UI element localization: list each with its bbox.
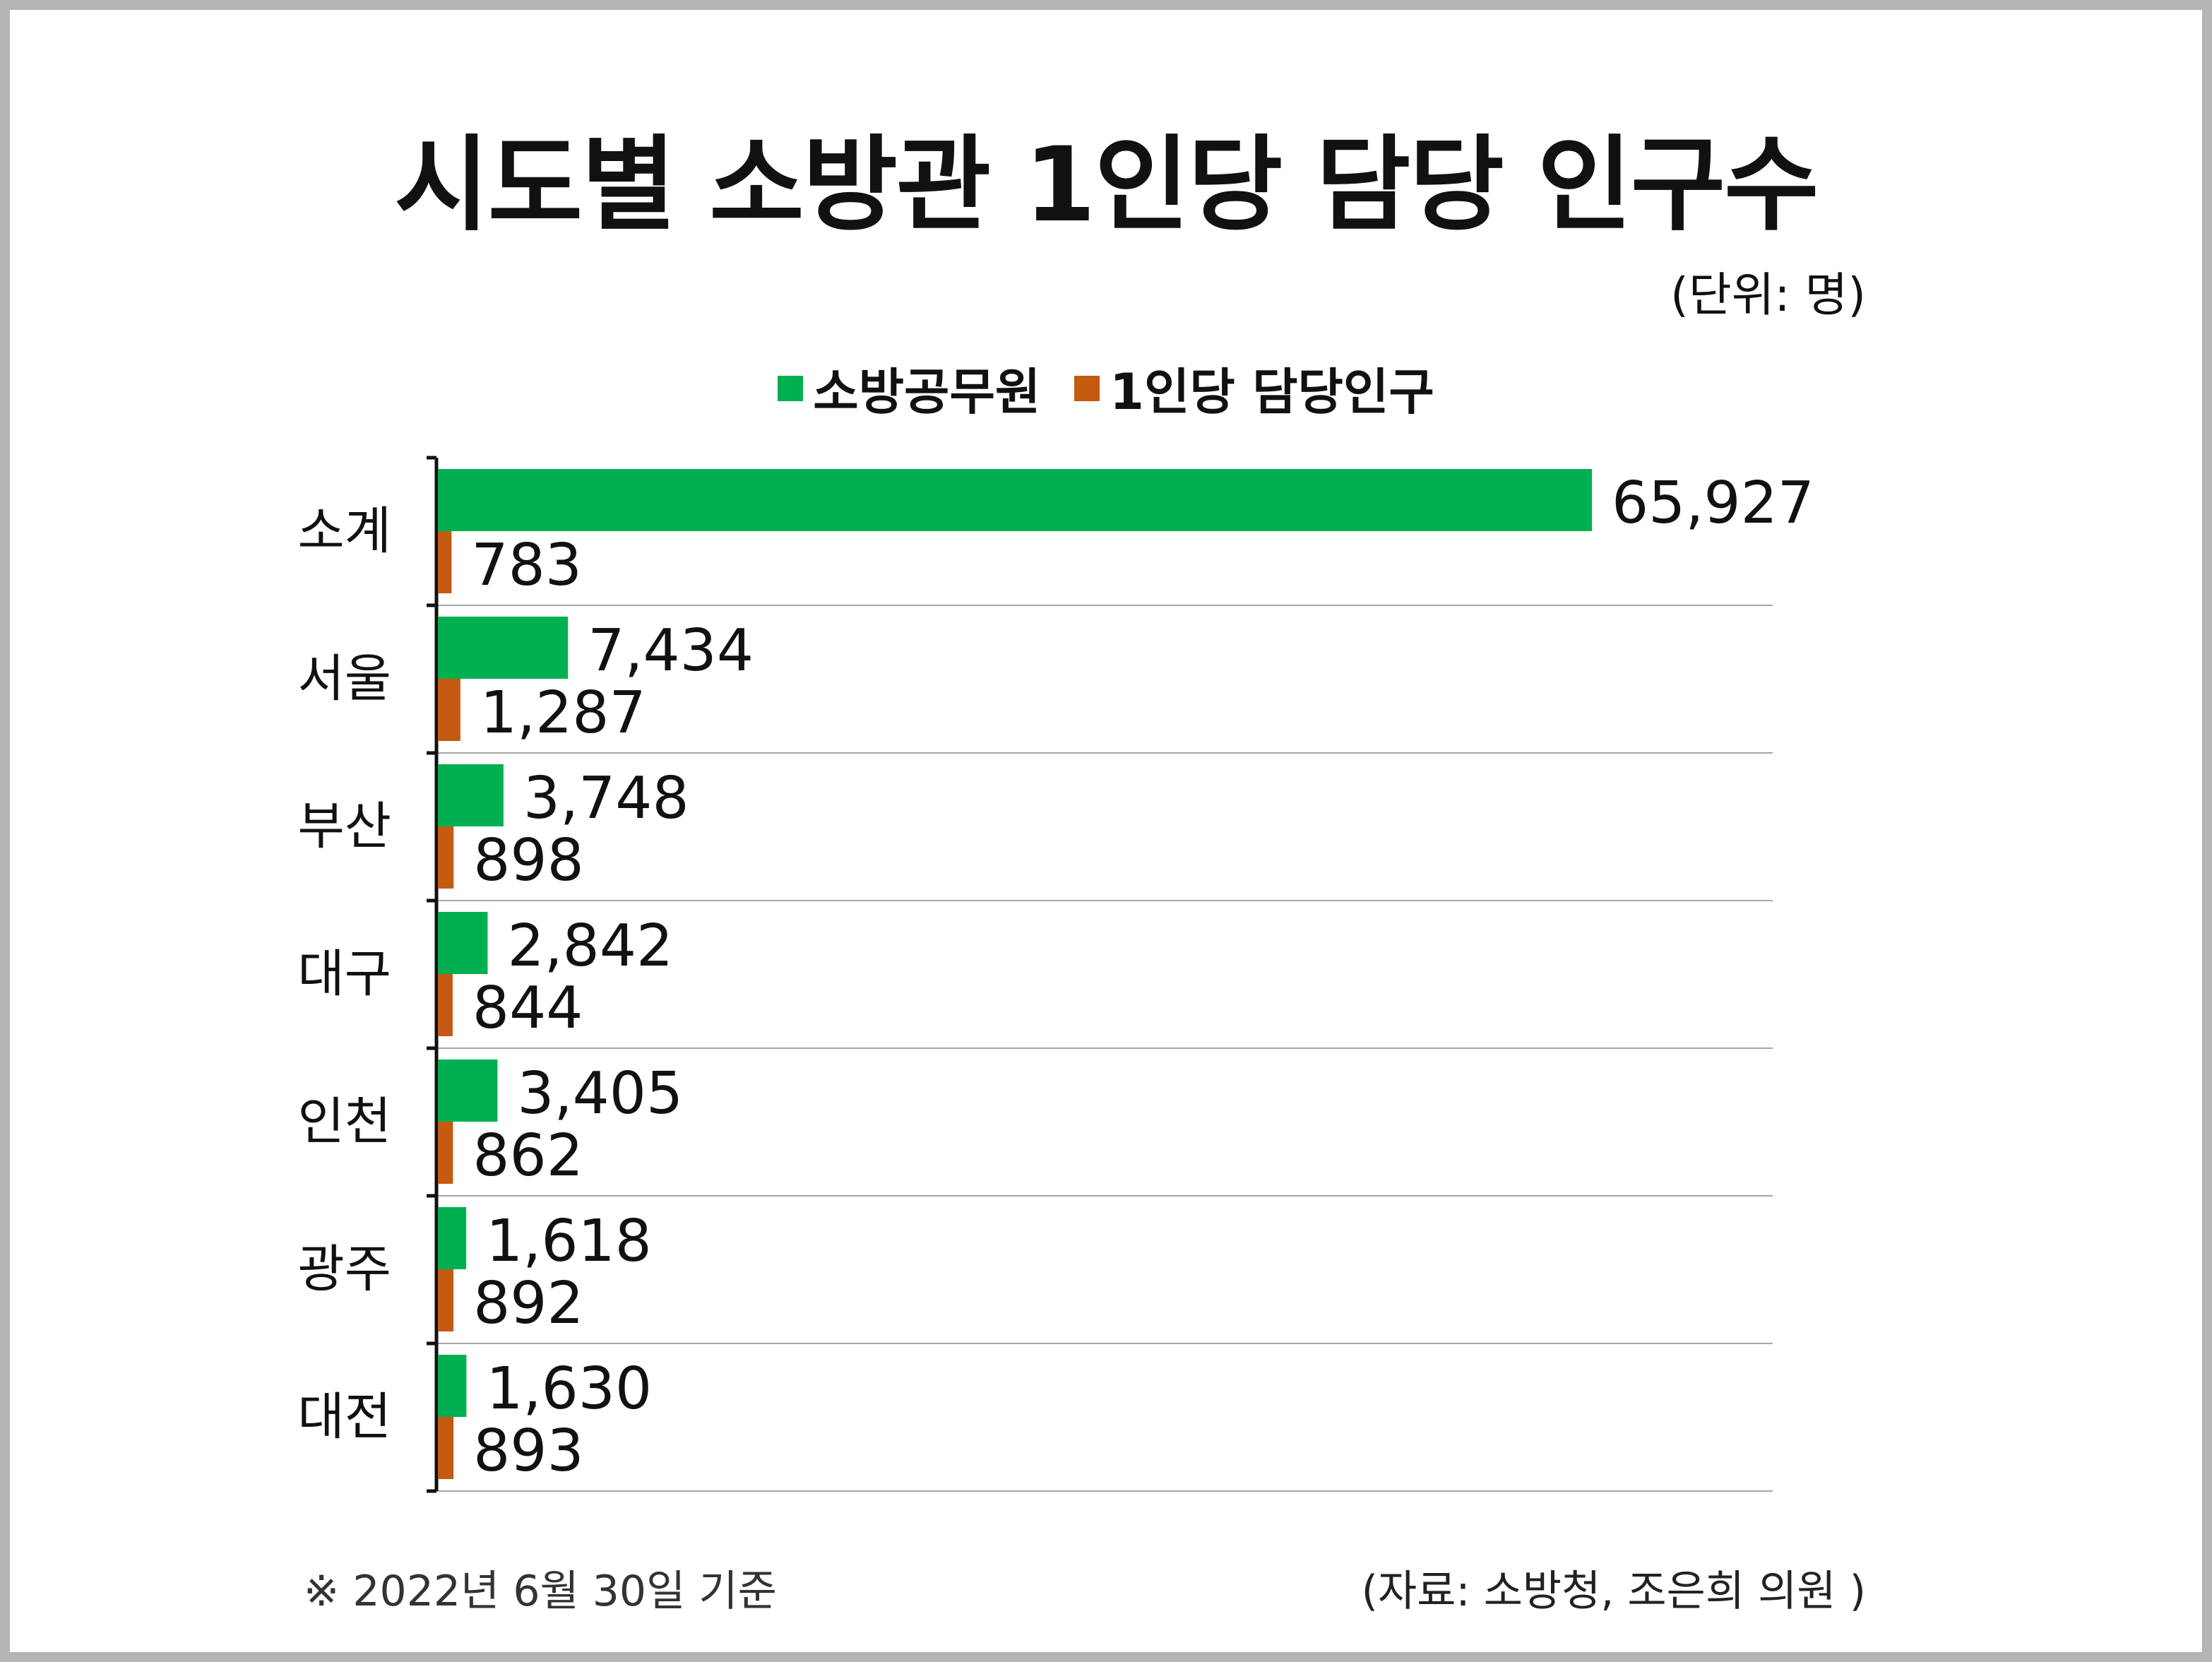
bar-population: [438, 974, 453, 1036]
category-label: 부산: [298, 797, 391, 856]
category-label: 광주: [298, 1240, 391, 1299]
unit-label: (단위: 명): [1670, 268, 1866, 322]
data-label-firefighters: 1,630: [486, 1355, 652, 1423]
legend-item-population: 1인당 담당인구: [1074, 352, 1434, 424]
bar-firefighters: [438, 1059, 498, 1122]
bar-firefighters: [438, 469, 1592, 531]
legend-label-population: 1인당 담당인구: [1110, 363, 1434, 421]
bar-population: [438, 1269, 454, 1331]
data-label-population: 844: [472, 975, 583, 1042]
bar-firefighters: [438, 764, 504, 826]
bar-population: [438, 1417, 454, 1479]
data-label-population: 783: [471, 532, 582, 599]
bar-firefighters: [438, 1355, 467, 1417]
data-label-population: 898: [473, 827, 584, 894]
bar-population: [438, 679, 460, 741]
bar-firefighters: [438, 1207, 467, 1269]
data-label-population: 893: [473, 1418, 584, 1485]
legend-swatch-firefighters: [778, 375, 804, 401]
legend-swatch-population: [1074, 375, 1100, 401]
data-label-firefighters: 65,927: [1612, 470, 1814, 537]
category-label: 인천: [298, 1092, 391, 1151]
bar-firefighters: [438, 617, 569, 679]
category-label: 소계: [298, 501, 391, 561]
bar-population: [438, 1122, 453, 1184]
data-label-population: 1,287: [480, 679, 646, 747]
legend: 소방공무원 1인당 담당인구: [10, 352, 2202, 424]
chart-frame: 시도별 소방관 1인당 담당 인구수 (단위: 명) 소방공무원 1인당 담당인…: [10, 10, 2202, 1652]
bar-population: [438, 531, 452, 593]
source-note: (자료: 소방청, 조은희 의원 ): [1361, 1567, 1866, 1616]
data-label-firefighters: 7,434: [588, 617, 754, 684]
category-label: 서울: [298, 649, 391, 708]
data-label-population: 862: [472, 1122, 583, 1189]
data-label-firefighters: 2,842: [507, 913, 673, 980]
data-label-firefighters: 1,618: [486, 1208, 652, 1275]
data-label-population: 892: [473, 1270, 584, 1337]
category-label: 대전: [298, 1387, 391, 1447]
category-label: 대구: [298, 944, 391, 1004]
bar-population: [438, 826, 454, 889]
chart-title: 시도별 소방관 1인당 담당 인구수: [394, 125, 1819, 245]
data-label-firefighters: 3,405: [517, 1060, 683, 1127]
legend-label-firefighters: 소방공무원: [813, 363, 1041, 421]
legend-item-firefighters: 소방공무원: [778, 352, 1040, 424]
data-label-firefighters: 3,748: [523, 765, 689, 832]
bar-firefighters: [438, 912, 488, 974]
footnote: ※ 2022년 6월 30일 기준: [304, 1567, 777, 1616]
